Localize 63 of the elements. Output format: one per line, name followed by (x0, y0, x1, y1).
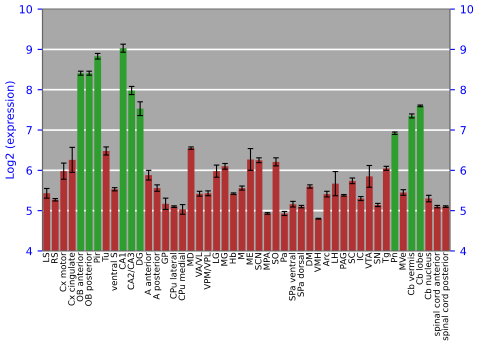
x-tick-label: VTA (365, 252, 372, 269)
y-tick-label: 5 (26, 206, 32, 216)
x-tick-label: LG (212, 253, 220, 263)
y-tick-label: 9 (26, 45, 32, 54)
x-tick-label: SCN (254, 253, 262, 270)
y2-tick-label: 5 (460, 206, 466, 216)
x-tick-label: RS (51, 252, 58, 263)
x-tick-label: LH (331, 253, 338, 263)
y2-tick-label: 8 (460, 86, 466, 94)
y2-tick-label: 9 (460, 45, 466, 54)
y-tick-label: 10 (20, 5, 32, 14)
x-tick-label: DG (136, 253, 143, 265)
x-tick-label: spinal cord posterior (442, 252, 450, 340)
y2-tick-label: 7 (460, 126, 466, 134)
x-tick-label: LS (42, 252, 50, 262)
x-tick-label: CA1 (119, 253, 126, 270)
x-tick-label: Tg (382, 253, 390, 264)
x-tick-label: SO (272, 252, 278, 264)
x-tick-label: Cx cingulate (68, 252, 76, 306)
x-tick-label: GP (162, 252, 168, 264)
x-tick-label: CPu lateral (170, 253, 177, 299)
y-tick-label: 8 (26, 86, 32, 94)
x-tick-label: MG (221, 253, 228, 266)
x-tick-label: Arc (323, 252, 330, 266)
x-tick-label: SC (348, 252, 355, 264)
x-tick-label: MD (187, 252, 194, 266)
x-tick-label: Hb (229, 252, 236, 264)
x-tick-label: Cb lobe (416, 252, 423, 284)
x-tick-label: SN (374, 253, 380, 264)
x-tick-label: PAG (340, 253, 346, 269)
y2-tick-label: 4 (460, 247, 466, 256)
x-tick-label: CPu medial (178, 253, 186, 300)
y2-tick-label: 10 (460, 5, 474, 14)
y-tick-label: 4 (26, 247, 32, 256)
x-tick-label: Pn (390, 253, 398, 262)
x-tick-label: M (238, 253, 244, 259)
y-axis-title: Log2 (expression) (5, 81, 16, 178)
x-tick-label: ME (246, 252, 253, 264)
x-tick-label: VMH (314, 253, 321, 272)
x-tick-label: MPA (264, 252, 270, 270)
x-tick-label: MVe (399, 252, 406, 270)
x-tick-label: Pa (280, 253, 287, 262)
x-tick-label: Cb nucleus (424, 252, 432, 300)
x-tick-label: Cb vermis (408, 252, 414, 296)
x-tick-label: VPM/VPL (204, 252, 212, 290)
y2-tick-label: 6 (460, 166, 466, 175)
y-tick-label: 6 (26, 166, 32, 175)
x-tick-label: SPa ventral (288, 253, 296, 300)
x-tick-label: Tu (102, 253, 109, 262)
x-tick-label: VA/VL (196, 252, 203, 278)
x-tick-label: A anterior (144, 252, 152, 296)
x-tick-label: SPa dorsal (297, 253, 304, 296)
x-tick-label: DM (306, 253, 312, 266)
x-tick-label: Cx motor (60, 252, 66, 292)
x-tick-label: IC (356, 252, 364, 260)
x-tick-label: ventral S (110, 252, 118, 291)
x-tick-label: OB anterior (76, 252, 84, 302)
y-tick-label: 7 (26, 126, 32, 134)
x-tick-label: Pir (94, 252, 100, 262)
x-tick-label: A posterior (152, 252, 162, 300)
x-tick-label: CA2/CA3 (128, 253, 135, 290)
x-tick-label: spinal cord anterior (433, 252, 442, 336)
x-tick-label: OB posterior (85, 252, 94, 306)
